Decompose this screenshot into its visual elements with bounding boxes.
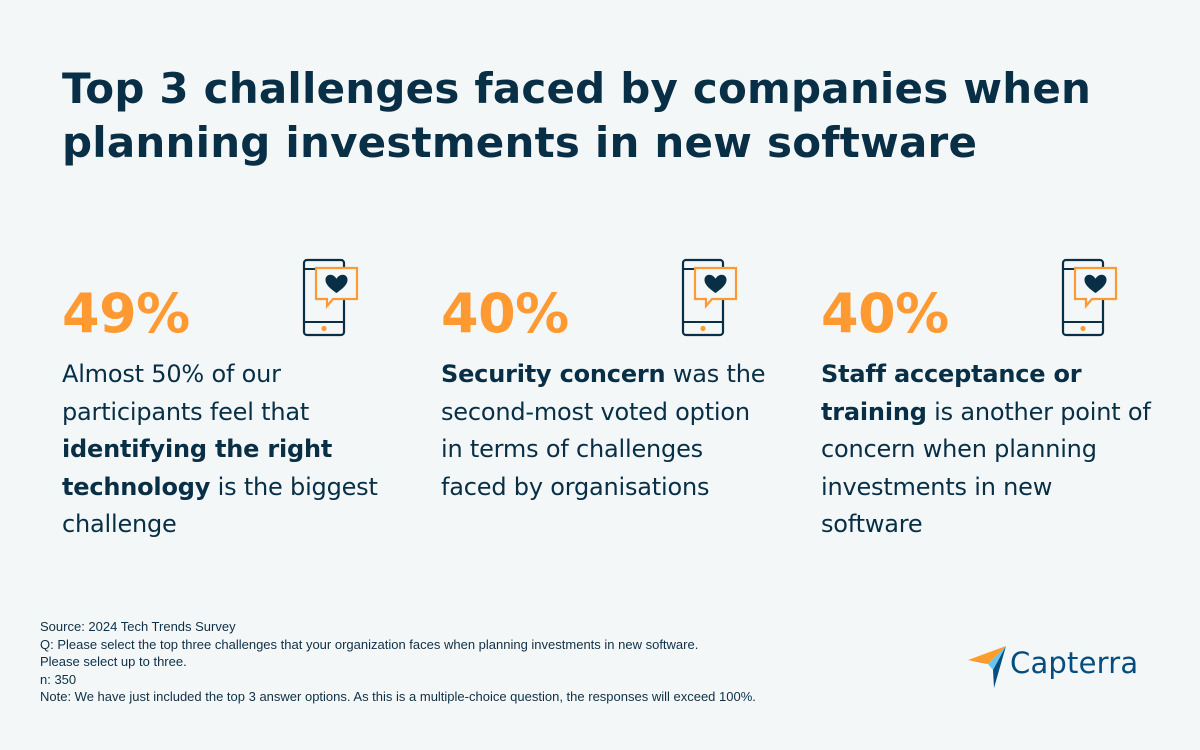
instruction-line: Please select up to three. bbox=[40, 654, 187, 669]
stat-description: Security concern was the second-most vot… bbox=[441, 360, 766, 501]
stat-value: 40% bbox=[441, 282, 569, 345]
capterra-logo-text: Capterra bbox=[1010, 646, 1139, 680]
sample-size-line: n: 350 bbox=[40, 671, 77, 687]
phone-heart-message-icon bbox=[1061, 258, 1118, 337]
capterra-arrow-icon bbox=[968, 646, 1006, 688]
question-line: Q: Please select the top three challenge… bbox=[40, 636, 699, 652]
stat-value: 40% bbox=[821, 282, 949, 345]
stat-value: 49% bbox=[62, 282, 190, 345]
survey-footnotes: Source: 2024 Tech Trends Survey Q: Pleas… bbox=[40, 618, 920, 706]
stat-description: Staff acceptance or training is another … bbox=[821, 360, 1151, 538]
note-line: Note: We have just included the top 3 an… bbox=[40, 689, 756, 704]
source-line: Source: 2024 Tech Trends Survey bbox=[40, 619, 236, 634]
stat-description: Almost 50% of our participants feel that… bbox=[62, 360, 378, 538]
phone-heart-message-icon bbox=[302, 258, 359, 337]
page-title: Top 3 challenges faced by companies when… bbox=[62, 64, 1092, 167]
capterra-logo: Capterra bbox=[966, 644, 1156, 690]
phone-heart-message-icon bbox=[681, 258, 738, 337]
